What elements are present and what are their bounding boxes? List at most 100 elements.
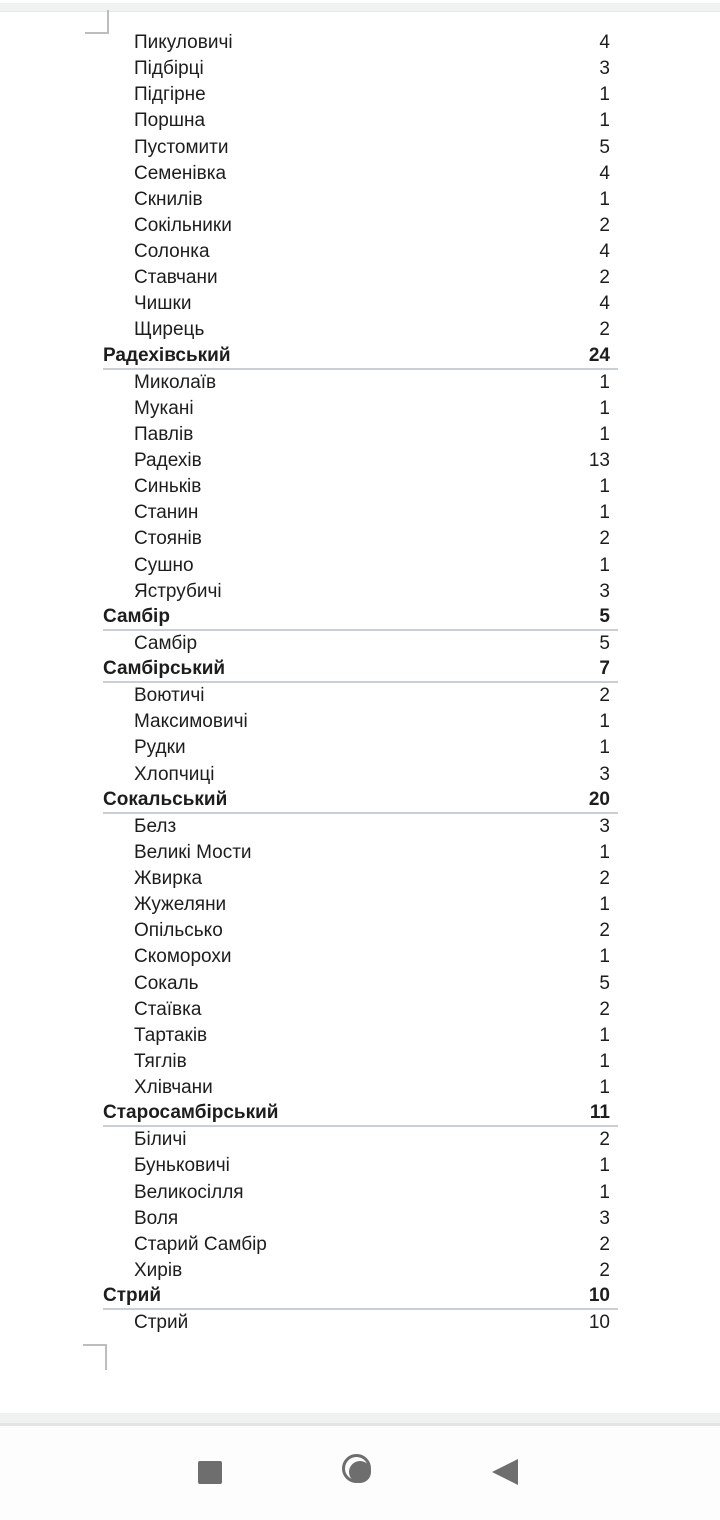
table-row: Максимовичі 1 [103, 709, 618, 735]
table-row: Воютичі 2 [103, 683, 618, 709]
settlement-name: Максимовичі [134, 711, 248, 733]
table-row: Жвирка 2 [103, 866, 618, 892]
settlement-name: Стрий [103, 1285, 161, 1307]
settlement-count: 2 [599, 685, 610, 707]
settlement-count: 1 [599, 423, 610, 445]
table-row: Підгірне 1 [103, 82, 618, 108]
table-row: Самбір 5 [103, 631, 618, 657]
table-row: Буньковичі 1 [103, 1153, 618, 1179]
page-gap-top [0, 3, 720, 12]
table-row: Жужеляни 1 [103, 892, 618, 918]
settlement-name: Підгірне [134, 84, 206, 106]
settlement-name: Тяглів [134, 1050, 187, 1072]
table-row: Сокільники 2 [103, 213, 618, 239]
settlement-count: 1 [599, 1050, 610, 1072]
settlement-name: Хирів [134, 1259, 183, 1281]
table-row: Скнилів 1 [103, 187, 618, 213]
settlement-count: 4 [599, 162, 610, 184]
settlement-name: Мукані [134, 397, 194, 419]
settlement-count: 2 [599, 267, 610, 289]
table-row: Скоморохи 1 [103, 944, 618, 970]
settlement-count: 1 [599, 1024, 610, 1046]
table-row: Яструбичі 3 [103, 579, 618, 605]
settlement-count: 4 [599, 293, 610, 315]
table-row: Пустомити 5 [103, 135, 618, 161]
settlement-count: 2 [599, 1233, 610, 1255]
settlement-count: 2 [599, 214, 610, 236]
settlement-name: Тартаків [134, 1024, 208, 1046]
settlement-count: 5 [599, 136, 610, 158]
settlement-count: 10 [588, 1285, 610, 1307]
settlement-name: Павлів [134, 423, 194, 445]
settlement-count: 4 [599, 32, 610, 54]
district-header-row: Сокальський 20 [103, 788, 618, 814]
recents-button[interactable] [198, 1461, 222, 1484]
table-row: Сокаль 5 [103, 971, 618, 997]
table-row: Радехів 13 [103, 448, 618, 474]
settlement-name: Підбірці [134, 58, 204, 80]
settlement-name: Скнилів [134, 188, 203, 210]
settlement-name: Семенівка [134, 162, 227, 184]
settlement-count: 5 [599, 605, 610, 627]
settlement-name: Поршна [134, 110, 206, 132]
settlement-count: 5 [599, 972, 610, 994]
settlement-name: Самбірський [103, 658, 226, 680]
settlement-table: Пикуловичі 4 Підбірці 3 Підгірне 1 Поршн… [103, 30, 618, 1336]
settlement-name: Синьків [134, 476, 202, 498]
table-row: Хирів 2 [103, 1258, 618, 1284]
table-row: Підбірці 3 [103, 56, 618, 82]
table-row: Павлів 1 [103, 422, 618, 448]
table-row: Рудки 1 [103, 735, 618, 761]
settlement-count: 2 [599, 920, 610, 942]
settlement-count: 1 [599, 502, 610, 524]
settlement-count: 5 [599, 632, 610, 654]
settlement-name: Самбір [103, 605, 170, 627]
settlement-name: Белз [134, 815, 177, 837]
settlement-count: 1 [599, 894, 610, 916]
settlement-count: 20 [588, 788, 610, 810]
district-header-row: Самбір 5 [103, 605, 618, 631]
settlement-count: 1 [599, 476, 610, 498]
settlement-count: 2 [599, 868, 610, 890]
settlement-count: 1 [599, 946, 610, 968]
settlement-name: Воля [134, 1207, 179, 1229]
settlement-count: 1 [599, 110, 610, 132]
district-header-row: Самбірський 7 [103, 657, 618, 684]
settlement-count: 3 [599, 815, 610, 837]
table-row: Хлопчиці 3 [103, 762, 618, 788]
table-row: Чишки 4 [103, 291, 618, 317]
settlement-name: Пикуловичі [134, 32, 233, 54]
home-button[interactable] [342, 1454, 371, 1483]
settlement-count: 1 [599, 1155, 610, 1177]
settlement-count: 24 [588, 344, 610, 366]
settlement-count: 4 [599, 241, 610, 263]
settlement-count: 3 [599, 58, 610, 80]
table-row: Щирець 2 [103, 317, 618, 343]
table-row: Миколаїв 1 [103, 370, 618, 396]
table-row: Великосілля 1 [103, 1180, 618, 1206]
settlement-count: 1 [599, 841, 610, 863]
settlement-count: 1 [599, 711, 610, 733]
district-header-row: Стрий 10 [103, 1284, 618, 1311]
settlement-count: 11 [589, 1102, 610, 1124]
table-row: Поршна 1 [103, 108, 618, 134]
settlement-name: Стрий [134, 1312, 189, 1334]
settlement-name: Яструбичі [134, 580, 222, 602]
table-row: Воля 3 [103, 1206, 618, 1232]
page-corner-mark-bottom-left [83, 1344, 107, 1370]
table-row: Великі Мости 1 [103, 840, 618, 866]
settlement-count: 1 [599, 371, 610, 393]
table-row: Стрий 10 [103, 1310, 618, 1336]
settlement-name: Солонка [134, 241, 210, 263]
android-navbar [0, 1426, 720, 1520]
settlement-count: 2 [599, 319, 610, 341]
table-row: Синьків 1 [103, 474, 618, 500]
back-button[interactable] [492, 1459, 518, 1485]
table-row: Хлівчани 1 [103, 1075, 618, 1101]
settlement-count: 2 [599, 1259, 610, 1281]
settlement-count: 7 [599, 658, 610, 680]
settlement-count: 1 [599, 84, 610, 106]
settlement-name: Жужеляни [134, 894, 227, 916]
table-row: Біличі 2 [103, 1127, 618, 1153]
table-row: Стаївка 2 [103, 997, 618, 1023]
